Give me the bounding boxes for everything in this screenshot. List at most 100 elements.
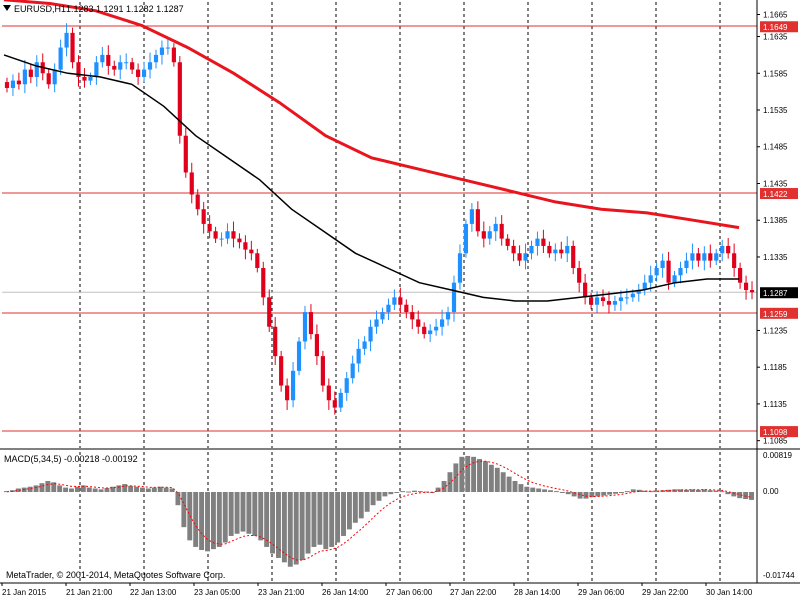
macd-bar <box>524 486 530 492</box>
macd-bar <box>613 492 618 494</box>
macd-bar <box>406 491 412 493</box>
candle-body <box>237 238 242 243</box>
candle-body <box>678 267 683 276</box>
candle-body <box>177 62 182 136</box>
macd-bar <box>695 489 701 492</box>
macd-bar <box>74 486 80 492</box>
candle-body <box>523 253 528 261</box>
candle-body <box>4 82 10 88</box>
level-label: 1.1259 <box>763 310 788 319</box>
candle-body <box>612 301 618 305</box>
macd-bar <box>725 492 731 495</box>
ma-fast-line <box>3 54 739 302</box>
y-tick-label: 1.1135 <box>763 400 787 409</box>
candle-body <box>58 47 63 70</box>
candle-body <box>457 253 463 283</box>
candle-body <box>159 47 165 55</box>
time-axis-labels: 21 Jan 2015 21 Jan 21:00 22 Jan 13:00 23 Ja… <box>1 583 753 597</box>
candle-body <box>577 267 582 283</box>
candle-body <box>422 326 427 335</box>
candle-body <box>392 297 397 305</box>
candle-body <box>136 69 141 77</box>
macd-bar <box>512 481 518 492</box>
macd-bar <box>548 490 553 492</box>
candle-body <box>231 231 236 239</box>
macd-bar <box>299 492 305 561</box>
macd-bar <box>335 492 341 543</box>
x-tick-label: 26 Jan 14:00 <box>322 588 369 597</box>
candle-body <box>630 293 635 298</box>
candle-body <box>743 282 749 291</box>
candle-body <box>64 32 69 48</box>
candle-body <box>666 260 671 283</box>
macd-bar <box>210 492 216 550</box>
horizontal-levels[interactable]: 1.1649 1.1422 1.1259 1.1098 <box>2 21 798 438</box>
level-label: 1.1649 <box>763 23 788 32</box>
candle-body <box>16 80 21 85</box>
macd-bar <box>749 492 754 500</box>
candle-body <box>88 76 93 81</box>
candle-body <box>52 69 57 85</box>
candle-body <box>171 47 176 63</box>
level-label: 1.1098 <box>763 428 788 437</box>
x-tick-label: 21 Jan 2015 <box>2 588 47 597</box>
macd-bar <box>317 492 323 545</box>
macd-bar <box>122 484 128 492</box>
macd-bar <box>157 486 163 492</box>
macd-bar <box>542 489 548 492</box>
candle-body <box>481 231 486 239</box>
macd-bar <box>181 492 187 528</box>
macd-bar <box>601 492 607 496</box>
candle-body <box>624 297 629 299</box>
macd-bar <box>199 492 205 551</box>
x-tick-label: 22 Jan 13:00 <box>130 588 177 597</box>
macd-bar <box>624 491 630 493</box>
macd-bar <box>536 488 542 492</box>
candle-body <box>541 238 546 246</box>
chart-symbol: EURUSD,H1 <box>14 4 66 14</box>
current-price-label: 1.1287 <box>763 289 788 298</box>
y-tick-label: 1.1335 <box>763 253 788 262</box>
candle-body <box>386 304 391 313</box>
macd-bar <box>287 492 293 567</box>
macd-bar <box>642 490 648 492</box>
macd-bar <box>394 492 400 493</box>
macd-bar <box>364 492 370 512</box>
candle-body <box>82 76 87 81</box>
x-tick-label: 29 Jan 22:00 <box>642 588 689 597</box>
candle-body <box>332 400 337 408</box>
macd-bar <box>689 489 695 492</box>
candle-body <box>141 69 147 77</box>
macd-tick-label: 0.00819 <box>763 451 792 460</box>
macd-bar <box>441 481 447 492</box>
macd-bar <box>57 485 63 492</box>
macd-bar <box>92 488 98 492</box>
candle-body <box>290 370 296 401</box>
macd-bar <box>713 490 719 492</box>
macd-bar <box>571 492 577 497</box>
macd-bar <box>471 456 477 492</box>
macd-bar <box>33 485 39 492</box>
dropdown-triangle-icon[interactable] <box>3 5 11 11</box>
candle-body <box>690 253 695 261</box>
candle-body <box>589 297 594 305</box>
macd-bar <box>110 486 116 492</box>
macd-bar <box>707 490 713 492</box>
candle-body <box>100 54 105 63</box>
macd-bar <box>559 492 565 493</box>
y-tick-label: 1.1635 <box>763 33 788 42</box>
macd-bar <box>494 467 500 492</box>
macd-bar <box>80 485 86 492</box>
macd-bar <box>281 492 287 563</box>
macd-bar <box>51 482 57 492</box>
candle-body <box>118 62 123 70</box>
ma-slow-line <box>3 0 740 230</box>
candle-body <box>702 253 707 261</box>
candle-body <box>565 245 570 254</box>
candle-body <box>356 348 361 364</box>
macd-bar <box>264 492 270 547</box>
candle-body <box>368 326 373 342</box>
candle-body <box>130 62 135 70</box>
macd-bar <box>276 492 281 558</box>
